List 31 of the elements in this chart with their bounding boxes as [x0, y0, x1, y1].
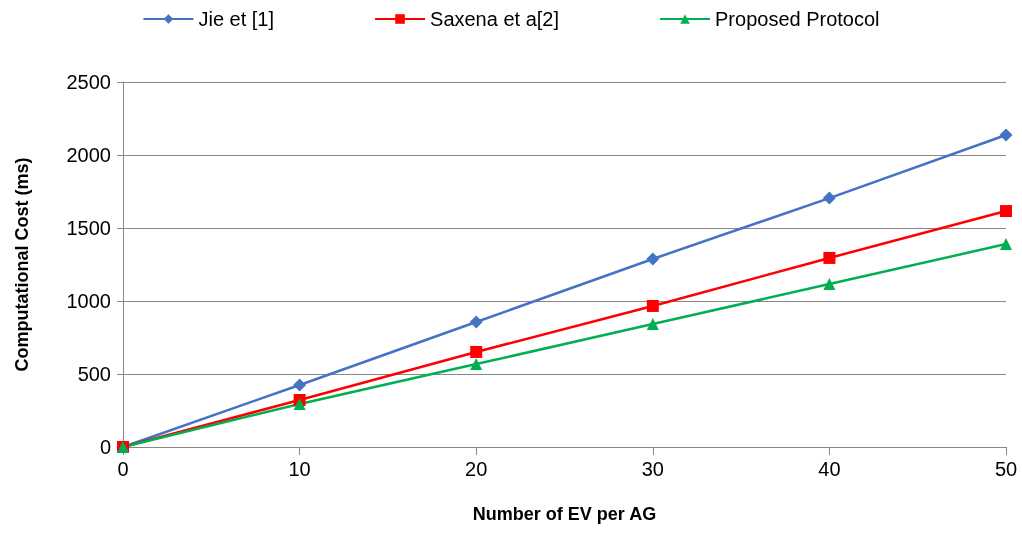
y-axis-title: Computational Cost (ms): [12, 157, 32, 372]
point: [823, 251, 836, 264]
point: [822, 191, 836, 205]
point: [646, 252, 660, 266]
legend-label: Saxena et a[2]: [430, 8, 560, 30]
point: [1000, 205, 1012, 218]
legend-label: Jie et [1]: [198, 8, 275, 30]
legend-label: Proposed Protocol: [715, 8, 880, 30]
x-tick-label: 50: [994, 458, 1018, 480]
x-tick-label: 0: [117, 458, 129, 480]
point: [469, 315, 483, 329]
point: [646, 299, 659, 312]
x-tick-label: 40: [818, 458, 841, 480]
y-tick-label: 1000: [66, 290, 111, 312]
point: [646, 318, 659, 331]
point: [999, 128, 1013, 142]
point: [823, 278, 836, 291]
y-tick-label: 500: [77, 363, 111, 385]
point: [293, 397, 306, 410]
x-tick-label: 20: [465, 458, 488, 480]
point: [470, 345, 483, 358]
x-tick-label: 10: [288, 458, 311, 480]
point: [1000, 238, 1012, 251]
y-tick-label: 0: [99, 436, 111, 458]
point: [470, 358, 483, 371]
y-tick-label: 1500: [66, 217, 111, 239]
x-tick-label: 30: [641, 458, 664, 480]
y-tick-label: 2000: [66, 144, 111, 166]
x-axis-title: Number of EV per AG: [472, 504, 657, 524]
y-tick-label: 2500: [66, 71, 111, 93]
point: [293, 378, 307, 392]
